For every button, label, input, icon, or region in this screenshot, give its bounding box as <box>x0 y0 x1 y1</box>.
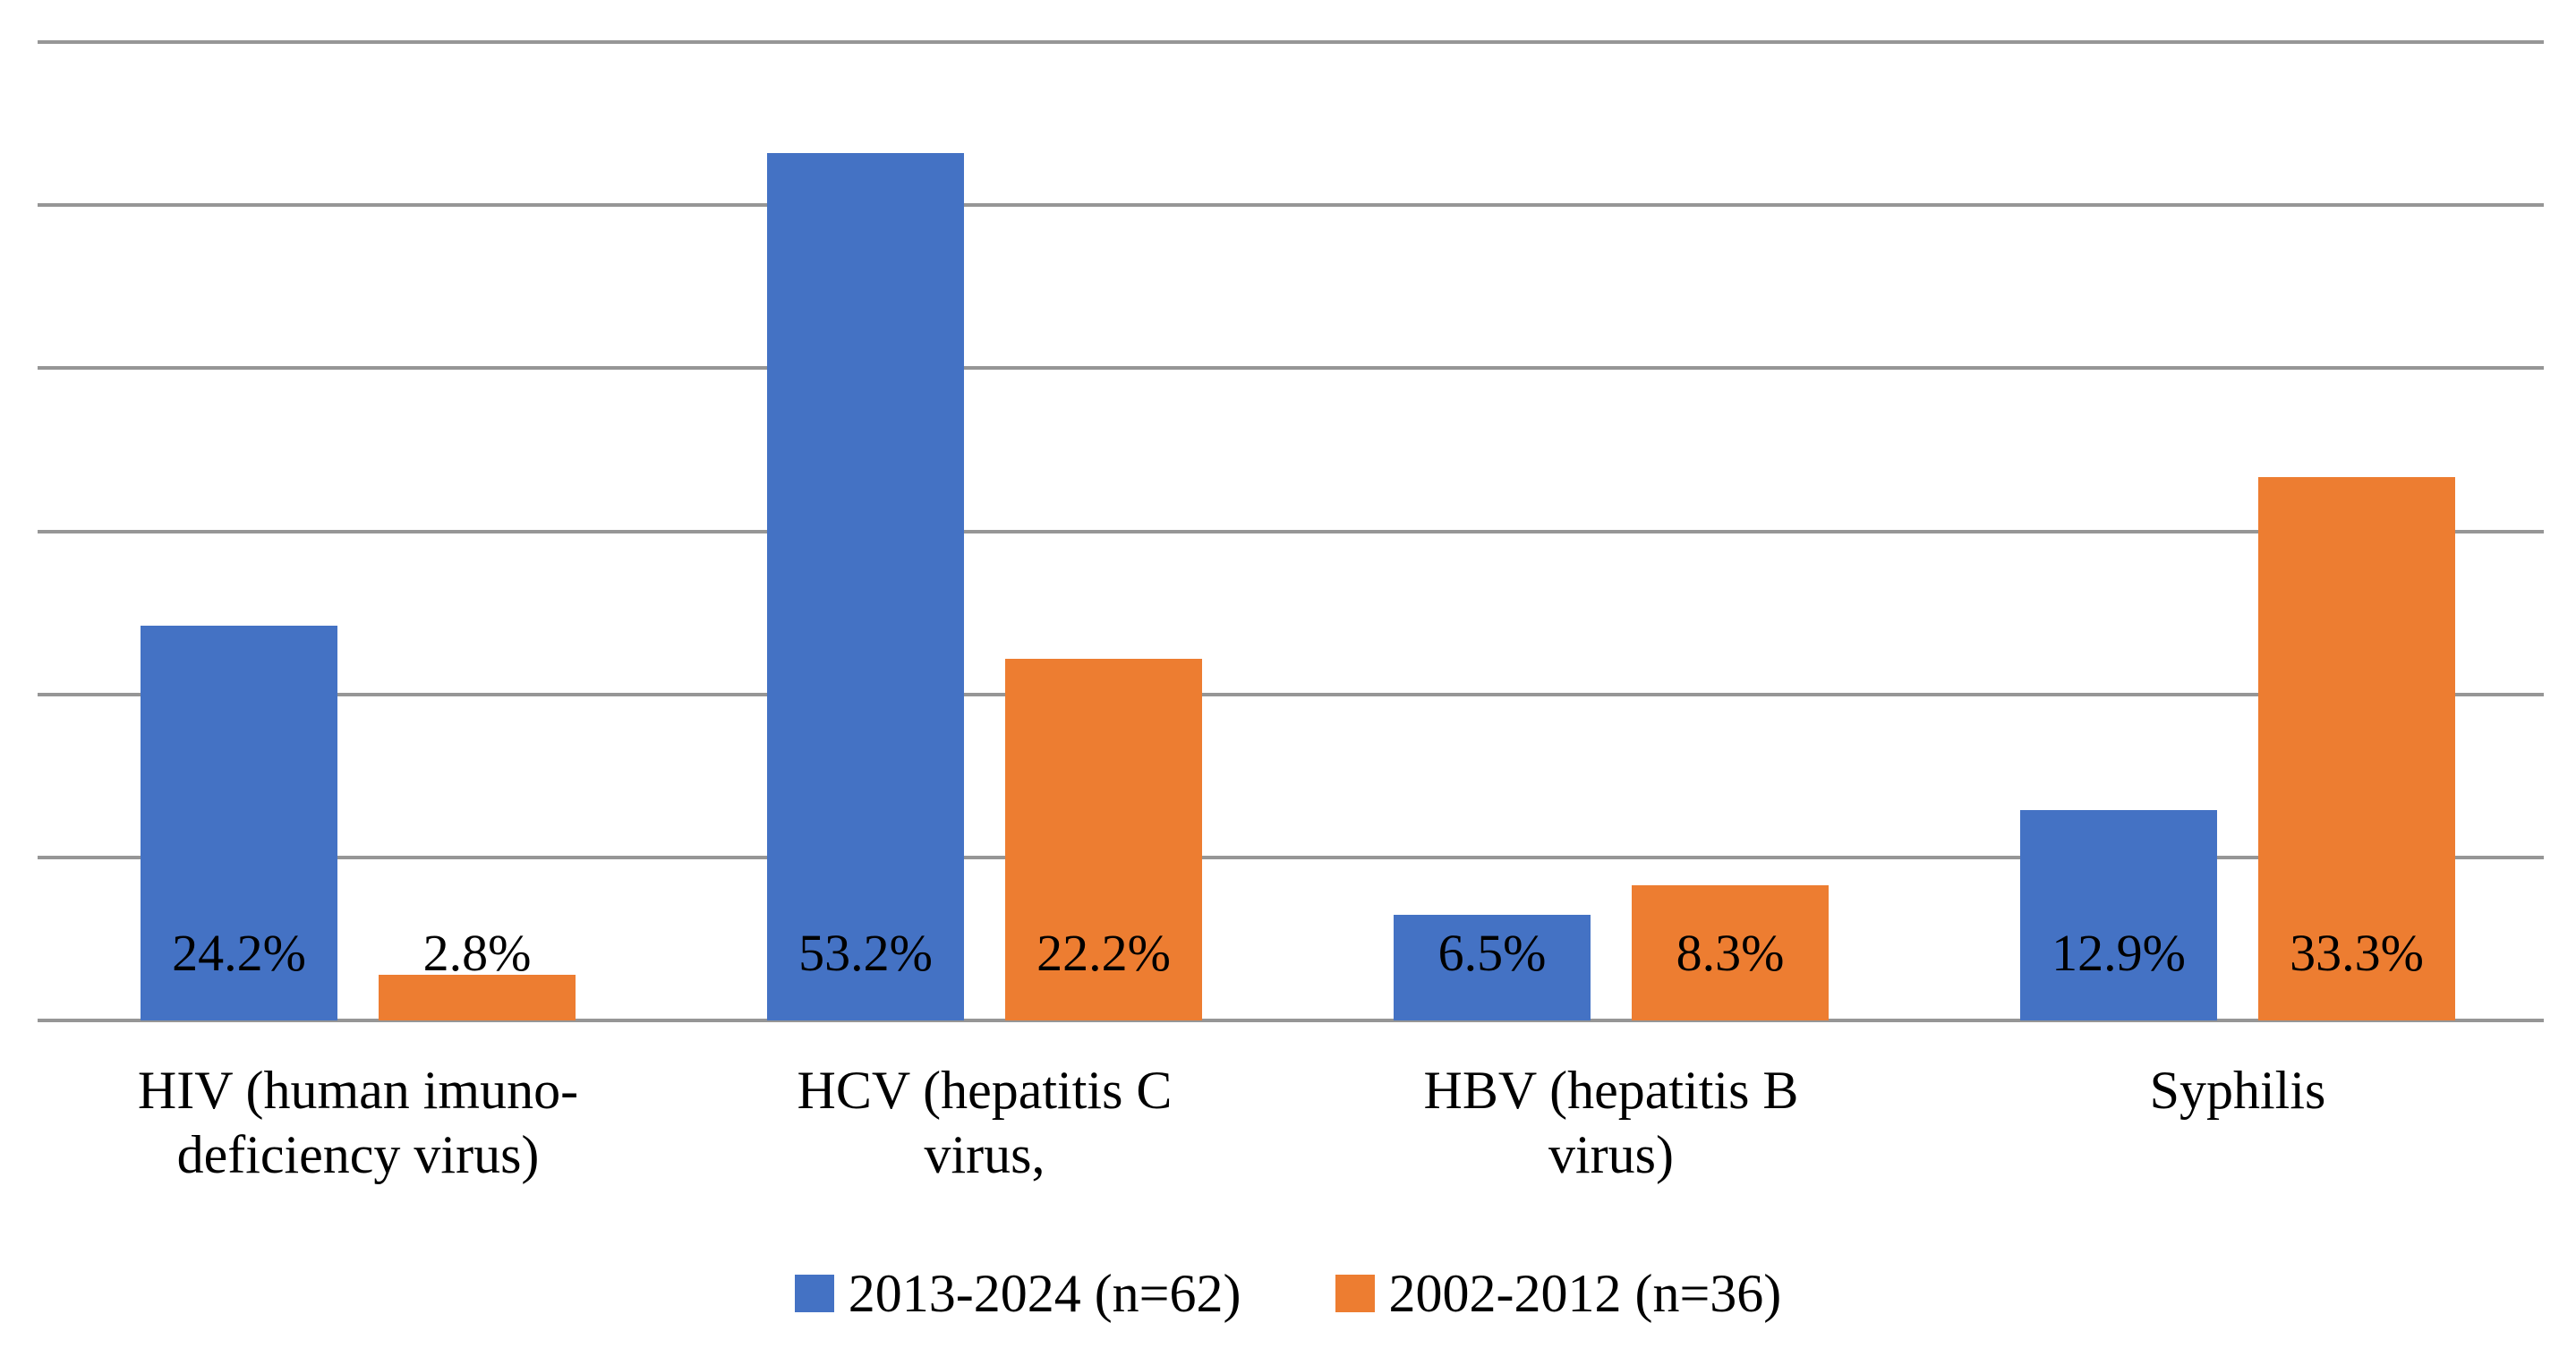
gridline-60pct <box>38 40 2544 44</box>
legend: 2013-2024 (n=62) 2002-2012 (n=36) <box>0 1260 2576 1327</box>
gridline-40pct <box>38 366 2544 371</box>
legend-swatch-orange <box>1335 1275 1375 1312</box>
value-label-series1-cat1: 22.2% <box>1036 924 1171 982</box>
gridline-50pct <box>38 203 2544 208</box>
category-label-line: Syphilis <box>2149 1061 2326 1120</box>
gridline-30pct <box>38 529 2544 533</box>
category-label-0: HIV (human imuno-deficiency virus) <box>36 1058 680 1187</box>
gridline-10pct <box>38 855 2544 859</box>
category-label-line: deficiency virus) <box>176 1125 540 1184</box>
category-label-line: virus, <box>924 1125 1045 1184</box>
value-label-series1-cat3: 33.3% <box>2290 924 2424 982</box>
bar-series0-cat2 <box>1394 914 1591 1020</box>
legend-swatch-blue <box>794 1275 834 1312</box>
bar-series1-cat2 <box>1632 884 1829 1020</box>
value-label-series0-cat2: 6.5% <box>1437 924 1547 982</box>
category-label-line: HBV (hepatitis B <box>1423 1061 1799 1120</box>
value-label-series0-cat3: 12.9% <box>2051 924 2186 982</box>
bar-series0-cat3 <box>2020 810 2217 1020</box>
category-label-line: HIV (human imuno- <box>137 1061 579 1120</box>
legend-label-2002-2012: 2002-2012 (n=36) <box>1388 1264 1782 1323</box>
bar-series1-cat0 <box>379 974 576 1020</box>
category-label-line: virus) <box>1548 1125 1674 1184</box>
legend-item-2002-2012: 2002-2012 (n=36) <box>1335 1260 1782 1327</box>
bar-series0-cat1 <box>767 152 964 1020</box>
value-label-series1-cat0: 2.8% <box>422 924 532 982</box>
legend-item-2013-2024: 2013-2024 (n=62) <box>794 1260 1241 1327</box>
bar-series1-cat1 <box>1005 658 1202 1020</box>
value-label-series0-cat1: 53.2% <box>798 924 933 982</box>
category-label-line: HCV (hepatitis C <box>797 1061 1173 1120</box>
legend-label-2013-2024: 2013-2024 (n=62) <box>848 1264 1241 1323</box>
gridline-0pct <box>38 1019 2544 1022</box>
value-label-series0-cat0: 24.2% <box>172 924 306 982</box>
gridline-20pct <box>38 692 2544 696</box>
bar-series1-cat3 <box>2258 477 2455 1020</box>
value-label-series1-cat2: 8.3% <box>1676 924 1785 982</box>
bar-series0-cat0 <box>141 626 337 1020</box>
category-label-3: Syphilis <box>1915 1058 2560 1122</box>
